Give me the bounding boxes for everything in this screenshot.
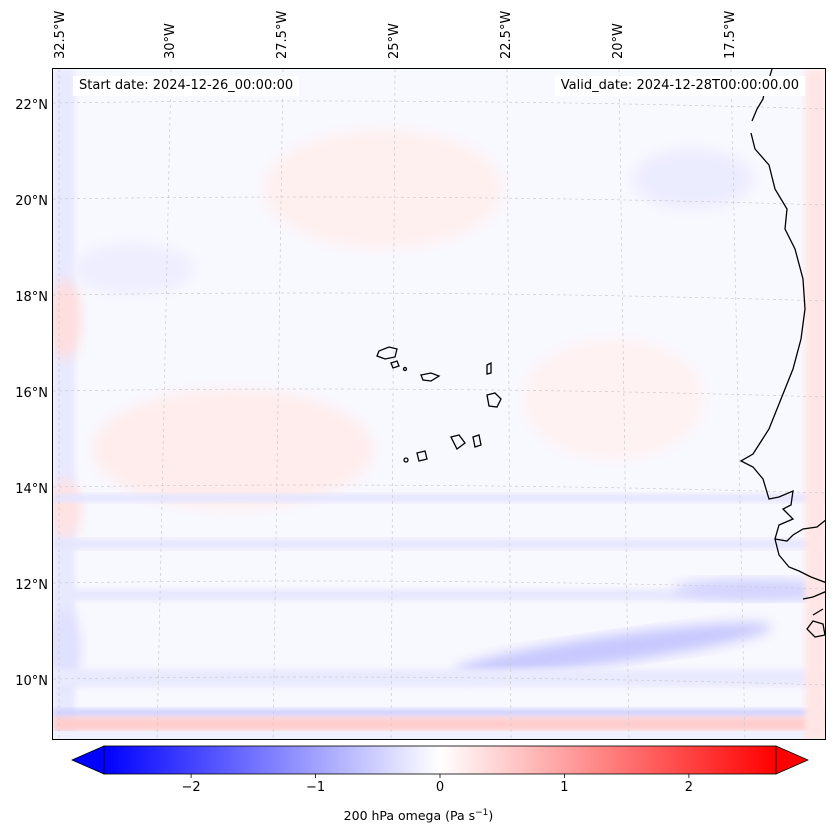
lat-label-12n: 12°N <box>15 578 48 593</box>
lon-label-20w: 20°W <box>611 23 626 59</box>
omega-field-map <box>53 69 825 739</box>
lon-label-22-5w: 22.5°W <box>499 10 514 59</box>
lat-label-16n: 16°N <box>15 386 48 401</box>
colorbar-body <box>103 745 777 775</box>
map-panel <box>52 68 826 740</box>
colorbar-extend-high <box>775 745 809 775</box>
valid-date-label: Valid_date: 2024-12-28T00:00:00.00 <box>554 76 805 96</box>
lon-label-25w: 25°W <box>387 23 402 59</box>
colorbar-label: 200 hPa omega (Pa s−1) <box>343 808 494 824</box>
omega-shading <box>53 69 825 739</box>
lon-label-30w: 30°W <box>163 23 178 59</box>
lat-label-14n: 14°N <box>15 482 48 497</box>
start-date-label: Start date: 2024-12-26_00:00:00 <box>73 76 300 96</box>
graticule <box>53 69 825 739</box>
colorbar-tick-label: 2 <box>684 780 694 795</box>
colorbar-tick-label: 0 <box>435 780 445 795</box>
lat-label-18n: 18°N <box>15 290 48 305</box>
lat-label-22n: 22°N <box>15 98 48 113</box>
cape-verde-islands <box>376 346 502 463</box>
colorbar-ticks <box>190 774 690 778</box>
colorbar <box>71 745 809 778</box>
colorbar-extend-low <box>71 745 105 775</box>
colorbar-tick-label: 1 <box>560 780 569 795</box>
lon-label-27-5w: 27.5°W <box>275 10 290 59</box>
lon-label-32-5w: 32.5°W <box>53 10 68 59</box>
colorbar-tick-label: −1 <box>305 780 326 795</box>
lon-label-17-5w: 17.5°W <box>723 10 738 59</box>
lat-label-10n: 10°N <box>15 674 48 689</box>
colorbar-tick-label: −2 <box>181 780 201 795</box>
lat-label-20n: 20°N <box>15 194 48 209</box>
